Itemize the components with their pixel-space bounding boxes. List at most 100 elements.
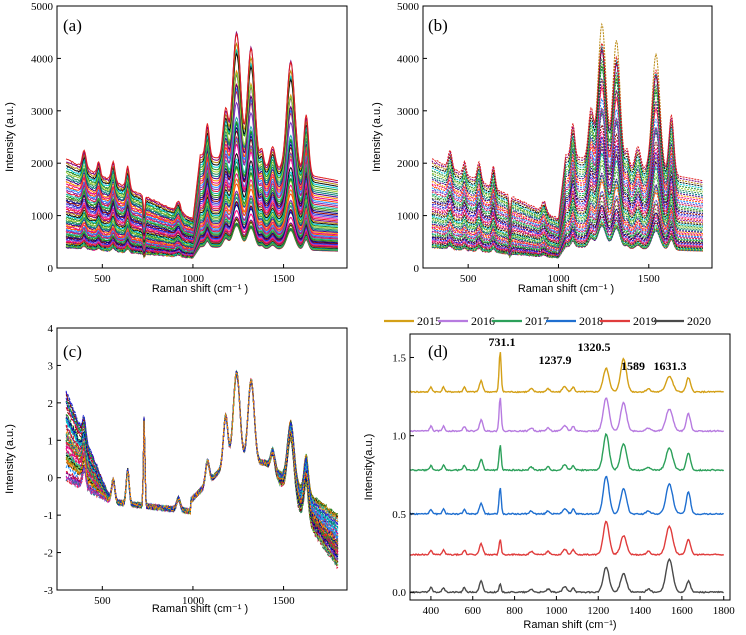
spectrum-line <box>65 374 339 550</box>
spectrum-line <box>65 370 339 553</box>
spectrum-line <box>65 372 339 566</box>
peak-annotation: 1589 <box>621 359 645 373</box>
x-tick-label: 1000 <box>545 605 568 617</box>
spectrum-line <box>66 209 338 256</box>
legend-label-2018: 2018 <box>579 314 603 328</box>
spectrum-line <box>431 130 704 242</box>
panel-a-xlabel: Raman shift (cm⁻¹ ) <box>152 283 248 295</box>
spectrum-line <box>431 140 703 241</box>
x-tick-label: 1400 <box>629 605 652 617</box>
spectrum-line <box>65 370 339 563</box>
spectrum-line <box>65 370 339 551</box>
spectrum-line <box>431 164 704 248</box>
panel-b-axes: 500 1000 1500 0 1000 2000 3000 4000 5000 <box>397 1 660 285</box>
spectrum-line <box>65 370 339 558</box>
y-tick-label: -2 <box>44 548 53 560</box>
spectrum-line <box>65 372 339 548</box>
spectrum-line <box>65 370 339 566</box>
y-tick-label: 1000 <box>31 211 54 223</box>
series-line-2018 <box>409 475 724 516</box>
panel-b-ylabel: Intensity (a.u.) <box>371 102 383 172</box>
y-tick-label: 3000 <box>397 106 420 118</box>
legend-label-2015: 2015 <box>417 314 441 328</box>
spectrum-line <box>65 143 338 242</box>
spectrum-line <box>65 372 339 556</box>
panel-b-spectra <box>431 22 704 259</box>
spectrum-line <box>65 101 338 234</box>
y-tick-label: 0 <box>48 473 54 485</box>
panel-c-label: (c) <box>63 342 82 361</box>
legend-label-2019: 2019 <box>633 314 657 328</box>
spectrum-line <box>431 97 704 233</box>
spectrum-line <box>65 373 338 555</box>
panel-c-ylabel: Intensity (a.u.) <box>4 424 16 494</box>
spectrum-line <box>65 371 339 547</box>
panel-c-spectra <box>65 369 339 570</box>
y-tick-label: 1.5 <box>392 352 406 364</box>
spectrum-line <box>65 121 338 237</box>
spectrum-line <box>431 205 704 255</box>
spectrum-line <box>65 371 339 540</box>
peak-annotation: 1237.9 <box>539 353 572 367</box>
spectrum-line <box>431 175 704 248</box>
spectrum-line <box>431 195 704 253</box>
panel-d-legend: 2015 2016 2017 2018 2019 2020 <box>384 314 711 328</box>
y-tick-label: 1000 <box>397 211 420 223</box>
spectrum-line <box>65 165 338 246</box>
series-line-2019 <box>410 520 725 557</box>
spectrum-line <box>65 371 339 560</box>
panel-d-label: (d) <box>428 342 448 361</box>
panel-a-axes: 500 1000 1500 0 1000 2000 3000 4000 5000 <box>31 1 295 285</box>
spectrum-line <box>65 32 339 221</box>
x-tick-label: 1600 <box>671 605 694 617</box>
spectrum-line <box>65 371 339 564</box>
x-tick-label: 1200 <box>587 605 610 617</box>
y-tick-label: 0 <box>414 263 420 275</box>
spectrum-line <box>431 190 704 252</box>
y-tick-label: 2000 <box>31 158 54 170</box>
spectrum-line <box>65 372 339 545</box>
panel-c-axes: 500 1000 1500 -3 -2 -1 0 1 2 3 4 <box>44 323 295 607</box>
spectrum-line <box>66 373 339 554</box>
panel-a: 500 1000 1500 0 1000 2000 3000 4000 5000 (a) Ram… <box>4 1 348 295</box>
panel-d-frame <box>409 333 731 601</box>
spectrum-line <box>431 151 704 245</box>
spectrum-line <box>65 373 339 557</box>
x-tick-label: 1500 <box>638 273 661 285</box>
y-tick-label: 5000 <box>31 1 54 13</box>
y-tick-label: 0.5 <box>392 509 406 521</box>
x-tick-label: 1800 <box>713 605 736 617</box>
panel-b-xlabel: Raman shift (cm⁻¹ ) <box>518 283 614 295</box>
spectrum-line <box>65 369 339 529</box>
spectrum-line <box>65 372 339 551</box>
spectrum-line <box>431 108 704 234</box>
spectrum-line <box>65 370 339 558</box>
spectrum-line <box>65 371 339 534</box>
spectrum-line <box>65 374 339 550</box>
spectrum-line <box>431 219 704 259</box>
spectrum-line <box>65 372 339 535</box>
x-tick-label: 500 <box>94 273 111 285</box>
spectrum-line <box>65 372 339 550</box>
panel-b: 500 1000 1500 0 1000 2000 3000 4000 5000 (b) Ram… <box>371 1 713 295</box>
y-tick-label: 2 <box>48 398 54 410</box>
panel-d-axes: 400 600 800 1000 1200 1400 1600 1800 0.0 0.5 1.0 1.… <box>392 352 735 617</box>
spectrum-line <box>65 371 339 528</box>
spectrum-line <box>431 47 704 224</box>
peak-annotation: 1631.3 <box>654 359 687 373</box>
spectrum-line <box>65 126 338 238</box>
spectrum-line <box>65 371 338 532</box>
series-line-2020 <box>410 557 724 594</box>
spectrum-line <box>65 371 339 535</box>
y-tick-label: 0 <box>48 263 54 275</box>
spectrum-line <box>431 210 703 256</box>
panel-c: 500 1000 1500 -3 -2 -1 0 1 2 3 4 (c) Raman shift (… <box>4 323 348 615</box>
spectrum-line <box>65 372 339 556</box>
y-tick-label: 4000 <box>31 53 54 65</box>
x-tick-label: 1000 <box>182 595 205 607</box>
spectrum-line <box>65 374 339 546</box>
panel-a-ylabel: Intensity (a.u.) <box>4 102 16 172</box>
spectrum-line <box>65 372 339 544</box>
spectrum-line <box>66 193 338 254</box>
